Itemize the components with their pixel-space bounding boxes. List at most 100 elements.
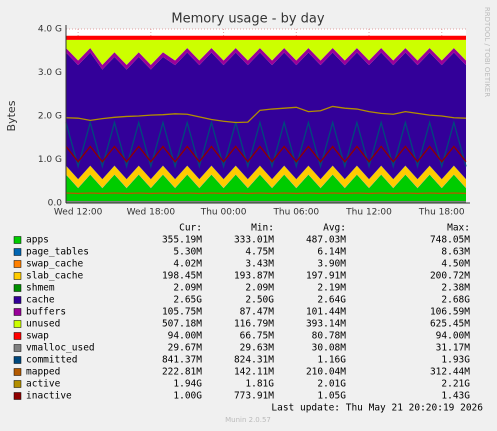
legend-stat: 355.19M: [162, 235, 202, 246]
stacked-area: [66, 52, 466, 180]
legend-stat: 2.09M: [173, 283, 202, 294]
legend-swatch: [13, 248, 22, 256]
legend-swatch: [13, 368, 22, 376]
legend-swatch: [13, 284, 22, 292]
legend-stat: 4.02M: [173, 259, 202, 270]
legend-stat: 31.17M: [436, 343, 471, 354]
legend-label: committed: [26, 355, 77, 366]
legend-stat: 1.00G: [173, 391, 202, 402]
legend-label: swap: [26, 331, 49, 342]
legend-label: vmalloc_used: [26, 343, 95, 354]
y-tick-label: 3.0 G: [38, 68, 62, 78]
legend-stat: 1.16G: [317, 355, 346, 366]
legend-stat: 116.79M: [234, 319, 274, 330]
legend-stat: 30.08M: [312, 343, 347, 354]
legend-stat: 3.43M: [245, 259, 274, 270]
last-update: Last update: Thu May 21 20:20:19 2026: [271, 403, 483, 414]
legend-label: buffers: [26, 307, 66, 318]
legend-label: slab_cache: [26, 271, 83, 282]
legend-stat: 625.45M: [430, 319, 470, 330]
y-axis-label: Bytes: [5, 100, 18, 131]
chart-title: Memory usage - by day: [171, 12, 324, 27]
legend-stat: 222.81M: [162, 367, 202, 378]
stacked-area: [66, 35, 466, 40]
legend-label: page_tables: [26, 247, 89, 258]
legend-stat: 2.68G: [441, 295, 470, 306]
legend-swatch: [13, 320, 22, 328]
legend-stat: 105.75M: [162, 307, 202, 318]
legend-header: Min:: [251, 223, 274, 234]
legend-stat: 101.44M: [306, 307, 346, 318]
stacked-area: [66, 174, 466, 203]
legend-stat: 2.21G: [441, 379, 470, 390]
legend-stat: 8.63M: [441, 247, 470, 258]
legend-label: apps: [26, 235, 49, 246]
legend-stat: 2.65G: [173, 295, 202, 306]
x-tick-label: Wed 18:00: [127, 208, 176, 218]
stacked-area: [66, 39, 466, 65]
legend-stat: 3.90M: [317, 259, 346, 270]
legend-label: inactive: [26, 391, 72, 402]
legend-swatch: [13, 236, 22, 244]
legend-stat: 94.00M: [436, 331, 471, 342]
stacked-area: [66, 47, 466, 70]
legend-header: Avg:: [323, 223, 346, 234]
legend-stat: 748.05M: [430, 235, 470, 246]
legend-stat: 1.05G: [317, 391, 346, 402]
legend-stat: 66.75M: [240, 331, 275, 342]
legend-swatch: [13, 272, 22, 280]
legend-header: Cur:: [179, 223, 202, 234]
stacked-area: [66, 165, 466, 180]
legend-swatch: [13, 392, 22, 400]
x-tick-label: Thu 12:00: [345, 208, 392, 218]
legend-stat: 6.14M: [317, 247, 346, 258]
legend-label: mapped: [26, 367, 60, 378]
x-tick-label: Thu 18:00: [418, 208, 465, 218]
legend-label: active: [26, 379, 61, 390]
footer: Munin 2.0.57: [225, 416, 271, 424]
legend-stat: 487.03M: [306, 235, 346, 246]
legend-stat: 4.75M: [245, 247, 274, 258]
legend-stat: 4.50M: [441, 259, 470, 270]
legend-stat: 198.45M: [162, 271, 202, 282]
y-tick-label: 4.0 G: [38, 25, 62, 35]
legend-stat: 824.31M: [234, 355, 274, 366]
legend-stat: 2.38M: [441, 283, 470, 294]
legend-stat: 29.67M: [168, 343, 203, 354]
legend-stat: 94.00M: [168, 331, 203, 342]
legend-swatch: [13, 380, 22, 388]
y-tick-label: 1.0 G: [38, 155, 62, 165]
legend-stat: 197.91M: [306, 271, 346, 282]
legend-stat: 2.19M: [317, 283, 346, 294]
legend-stat: 2.50G: [245, 295, 274, 306]
x-tick-label: Thu 00:00: [200, 208, 247, 218]
legend-swatch: [13, 296, 22, 304]
legend-stat: 2.01G: [317, 379, 346, 390]
legend-label: swap_cache: [26, 259, 83, 270]
legend-stat: 773.91M: [234, 391, 274, 402]
legend-stat: 210.04M: [306, 367, 346, 378]
legend-stat: 2.09M: [245, 283, 274, 294]
legend-stat: 507.18M: [162, 319, 202, 330]
legend-stat: 80.78M: [312, 331, 347, 342]
stacked-area: [66, 174, 466, 189]
legend-stat: 841.37M: [162, 355, 202, 366]
legend-stat: 2.64G: [317, 295, 346, 306]
legend-swatch: [13, 308, 22, 316]
legend-stat: 393.14M: [306, 319, 346, 330]
legend-swatch: [13, 332, 22, 340]
legend-stat: 87.47M: [240, 307, 275, 318]
legend-stat: 5.30M: [173, 247, 202, 258]
legend-label: unused: [26, 319, 60, 330]
legend-label: cache: [26, 295, 55, 306]
watermark: RRDTOOL / TOBI OETIKER: [483, 7, 491, 97]
y-tick-label: 0.0: [48, 199, 63, 209]
legend-stat: 1.93G: [441, 355, 470, 366]
legend-stat: 29.63M: [240, 343, 275, 354]
legend-stat: 1.43G: [441, 391, 470, 402]
legend-stat: 1.94G: [173, 379, 202, 390]
x-tick-label: Thu 06:00: [272, 208, 319, 218]
legend-label: shmem: [26, 283, 55, 294]
